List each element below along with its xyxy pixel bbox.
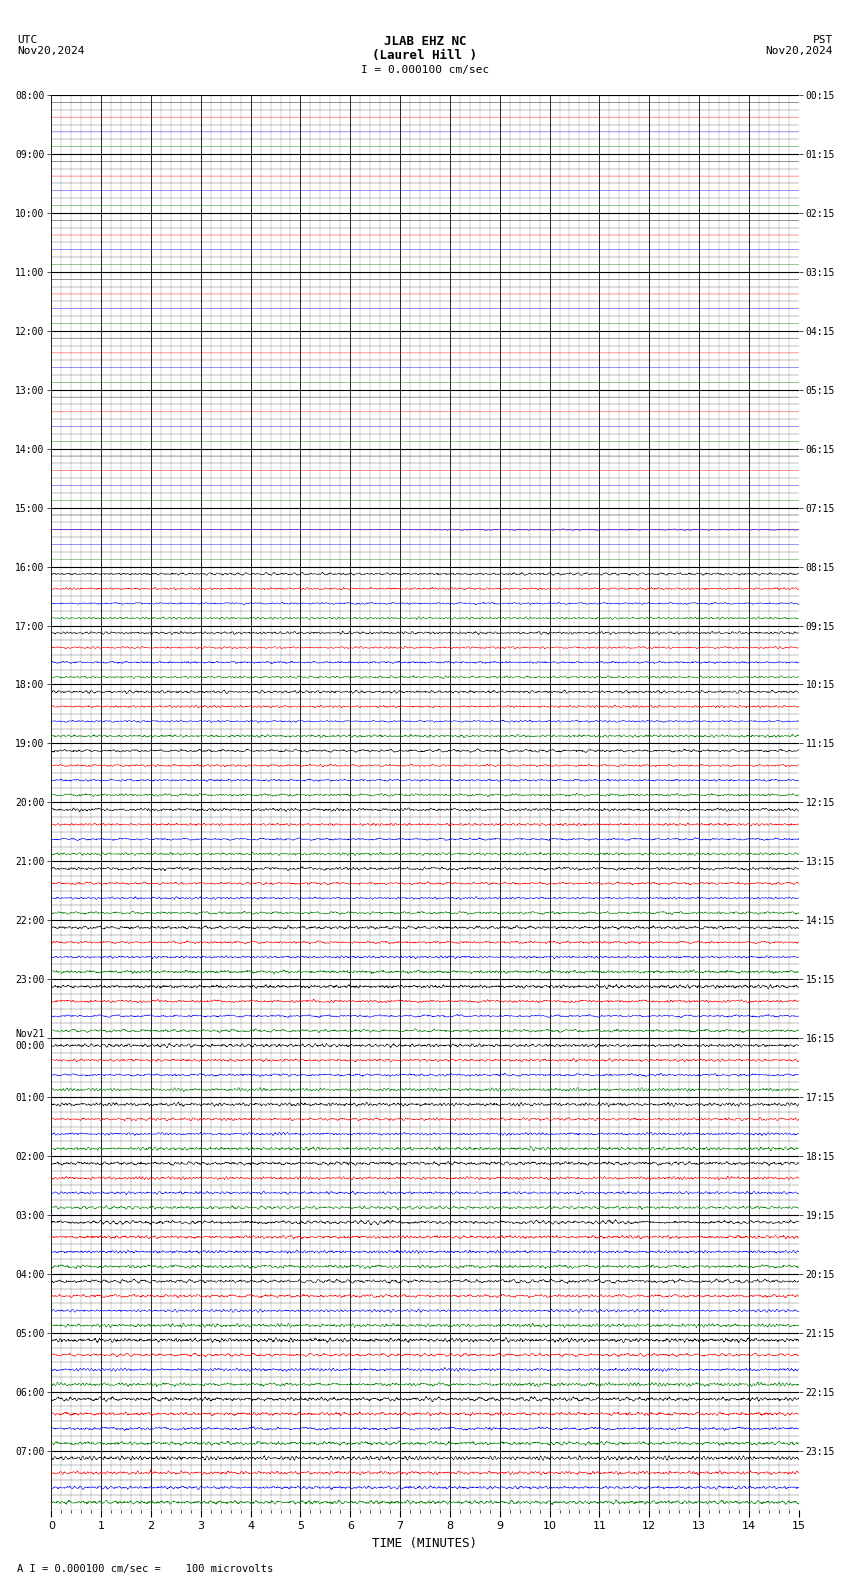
Text: JLAB EHZ NC: JLAB EHZ NC [383,35,467,48]
Text: PST
Nov20,2024: PST Nov20,2024 [766,35,833,57]
Text: I = 0.000100 cm/sec: I = 0.000100 cm/sec [361,65,489,74]
Text: UTC
Nov20,2024: UTC Nov20,2024 [17,35,84,57]
Text: A I = 0.000100 cm/sec =    100 microvolts: A I = 0.000100 cm/sec = 100 microvolts [17,1565,273,1574]
X-axis label: TIME (MINUTES): TIME (MINUTES) [372,1536,478,1551]
Text: (Laurel Hill ): (Laurel Hill ) [372,49,478,62]
